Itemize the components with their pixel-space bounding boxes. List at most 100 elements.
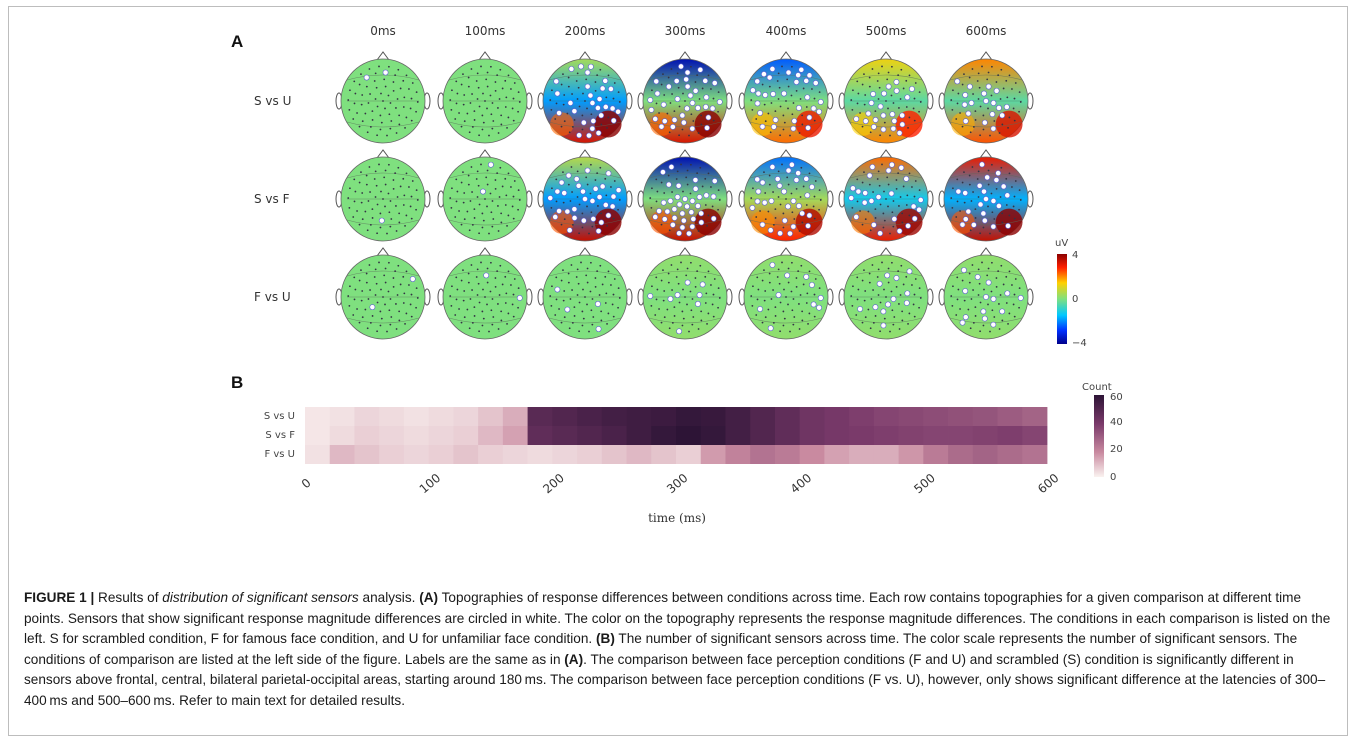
time-label-600ms: 600ms bbox=[965, 24, 1007, 38]
heatmap-cell-1-0 bbox=[305, 426, 331, 445]
topography-0-3 bbox=[637, 51, 733, 144]
heatmap-cell-0-24 bbox=[898, 407, 924, 426]
heatmap-cell-2-13 bbox=[626, 445, 652, 464]
heatmap-cell-0-16 bbox=[700, 407, 726, 426]
heatmap-cell-2-8 bbox=[502, 445, 528, 464]
caption-italic-term: distribution of significant sensors bbox=[162, 590, 359, 605]
heatmap-cell-0-14 bbox=[651, 407, 677, 426]
caption-figure-label: FIGURE 1 | bbox=[24, 590, 95, 605]
uv-colorbar-min: −4 bbox=[1072, 338, 1087, 349]
topography-1-1 bbox=[437, 149, 533, 242]
heatmap-cell-0-22 bbox=[849, 407, 875, 426]
caption-part-3: analysis. bbox=[358, 590, 420, 605]
heatmap-cell-2-9 bbox=[527, 445, 553, 464]
heatmap-x-tick-500: 500 bbox=[911, 471, 938, 496]
topography-0-6 bbox=[938, 51, 1034, 144]
heatmap-cell-0-13 bbox=[626, 407, 652, 426]
row-label-s-vs-u: S vs U bbox=[254, 94, 292, 108]
topography-2-6 bbox=[938, 247, 1034, 340]
topography-0-0 bbox=[335, 51, 431, 144]
count-colorbar-tick-60: 60 bbox=[1110, 392, 1123, 403]
count-colorbar-title: Count bbox=[1082, 382, 1112, 393]
heatmap-cell-0-26 bbox=[948, 407, 974, 426]
time-label-400ms: 400ms bbox=[765, 24, 807, 38]
topography-1-0 bbox=[335, 149, 431, 242]
heatmap-cell-0-12 bbox=[601, 407, 627, 426]
topography-1-6 bbox=[938, 149, 1034, 242]
topography-0-1 bbox=[437, 51, 533, 144]
heatmap-cell-1-29 bbox=[1022, 426, 1048, 445]
heatmap-cell-1-17 bbox=[725, 426, 751, 445]
heatmap-cell-0-8 bbox=[502, 407, 528, 426]
heatmap-cell-1-7 bbox=[478, 426, 504, 445]
topography-2-2 bbox=[537, 247, 633, 340]
topography-2-1 bbox=[437, 247, 533, 340]
heatmap-row-labels: S vs U S vs F F vs U bbox=[264, 411, 295, 460]
heatmap-cell-0-6 bbox=[453, 407, 479, 426]
row-label-s-vs-f: S vs F bbox=[254, 192, 290, 206]
heatmap-cell-1-10 bbox=[552, 426, 578, 445]
heatmap-cell-2-7 bbox=[478, 445, 504, 464]
topography-1-3 bbox=[637, 149, 733, 242]
heatmap-cell-2-23 bbox=[873, 445, 899, 464]
topography-0-5 bbox=[838, 51, 934, 144]
time-label-0ms: 0ms bbox=[370, 24, 396, 38]
heatmap-cell-1-3 bbox=[379, 426, 405, 445]
topography-1-2 bbox=[537, 149, 633, 242]
heatmap-cell-0-0 bbox=[305, 407, 331, 426]
topography-2-3 bbox=[637, 247, 733, 340]
heatmap-cell-0-4 bbox=[403, 407, 430, 426]
heatmap-cell-1-18 bbox=[750, 426, 776, 445]
heatmap-cell-0-17 bbox=[725, 407, 751, 426]
uv-colorbar-mid: 0 bbox=[1072, 294, 1078, 305]
heatmap-cell-2-10 bbox=[552, 445, 578, 464]
heatmap-cell-2-5 bbox=[428, 445, 454, 464]
heatmap-cell-2-28 bbox=[997, 445, 1023, 464]
heatmap-cell-2-22 bbox=[849, 445, 875, 464]
heatmap-cell-1-12 bbox=[601, 426, 627, 445]
count-colorbar-tick-0: 0 bbox=[1110, 472, 1116, 483]
uv-colorbar-unit: uV bbox=[1055, 238, 1068, 249]
uv-colorbar-gradient bbox=[1057, 254, 1067, 344]
count-colorbar-tick-40: 40 bbox=[1110, 417, 1123, 428]
heatmap-cell-0-9 bbox=[527, 407, 553, 426]
caption-part-7: The number of significant sensors across… bbox=[24, 631, 1298, 667]
heatmap-cell-0-15 bbox=[676, 407, 702, 426]
heatmap-cell-1-15 bbox=[676, 426, 702, 445]
heatmap-cell-0-11 bbox=[577, 407, 603, 426]
heatmap-cell-1-23 bbox=[873, 426, 899, 445]
heatmap-cell-1-1 bbox=[329, 426, 355, 445]
panel-b-label: B bbox=[231, 373, 244, 392]
heatmap-x-tick-400: 400 bbox=[788, 471, 815, 496]
heatmap-row-label-s-vs-u: S vs U bbox=[264, 411, 295, 422]
heatmap-x-tick-200: 200 bbox=[540, 471, 567, 496]
uv-colorbar-max: 4 bbox=[1072, 250, 1078, 261]
heatmap-cell-2-17 bbox=[725, 445, 751, 464]
heatmap-cell-2-25 bbox=[923, 445, 949, 464]
panel-a-label: A bbox=[231, 32, 244, 51]
heatmap-cell-0-29 bbox=[1022, 407, 1048, 426]
heatmap-cell-0-3 bbox=[379, 407, 405, 426]
heatmap-cell-2-2 bbox=[354, 445, 380, 464]
heatmap-cell-2-3 bbox=[379, 445, 405, 464]
heatmap-cell-2-21 bbox=[824, 445, 850, 464]
caption-part-5: Topographies of response differences bet… bbox=[24, 590, 1331, 646]
heatmap-x-tick-300: 300 bbox=[664, 471, 691, 496]
count-colorbar-gradient bbox=[1094, 395, 1104, 477]
heatmap-cell-1-5 bbox=[428, 426, 454, 445]
heatmap-cell-1-13 bbox=[626, 426, 652, 445]
heatmap-cell-2-19 bbox=[774, 445, 801, 464]
heatmap-cell-1-8 bbox=[502, 426, 528, 445]
heatmap-cell-2-26 bbox=[948, 445, 974, 464]
row-label-f-vs-u: F vs U bbox=[254, 290, 291, 304]
heatmap-cell-2-24 bbox=[898, 445, 924, 464]
count-colorbar: Count 60 40 20 0 bbox=[1082, 382, 1123, 483]
heatmap-cell-0-7 bbox=[478, 407, 504, 426]
heatmap-cell-1-16 bbox=[700, 426, 726, 445]
heatmap-cell-2-18 bbox=[750, 445, 776, 464]
caption-part-1: Results of bbox=[94, 590, 163, 605]
heatmap-cell-1-26 bbox=[948, 426, 974, 445]
heatmap-cell-0-25 bbox=[923, 407, 949, 426]
caption-part-9: . The comparison between face perception… bbox=[24, 651, 1326, 708]
